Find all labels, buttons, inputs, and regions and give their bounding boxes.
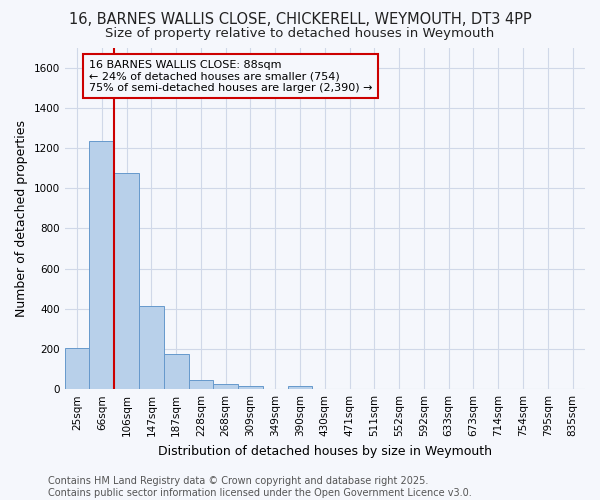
Text: Size of property relative to detached houses in Weymouth: Size of property relative to detached ho… [106, 28, 494, 40]
Bar [238, 386, 263, 389]
Text: Contains HM Land Registry data © Crown copyright and database right 2025.
Contai: Contains HM Land Registry data © Crown c… [48, 476, 472, 498]
Bar [65, 348, 89, 389]
Text: 16 BARNES WALLIS CLOSE: 88sqm
← 24% of detached houses are smaller (754)
75% of : 16 BARNES WALLIS CLOSE: 88sqm ← 24% of d… [89, 60, 373, 93]
Bar [139, 306, 164, 389]
Bar [89, 141, 114, 389]
Bar [164, 354, 188, 389]
Bar [114, 173, 139, 389]
Bar [287, 386, 313, 389]
Bar [188, 380, 214, 389]
Bar [214, 384, 238, 389]
Y-axis label: Number of detached properties: Number of detached properties [15, 120, 28, 317]
X-axis label: Distribution of detached houses by size in Weymouth: Distribution of detached houses by size … [158, 444, 492, 458]
Text: 16, BARNES WALLIS CLOSE, CHICKERELL, WEYMOUTH, DT3 4PP: 16, BARNES WALLIS CLOSE, CHICKERELL, WEY… [68, 12, 532, 28]
